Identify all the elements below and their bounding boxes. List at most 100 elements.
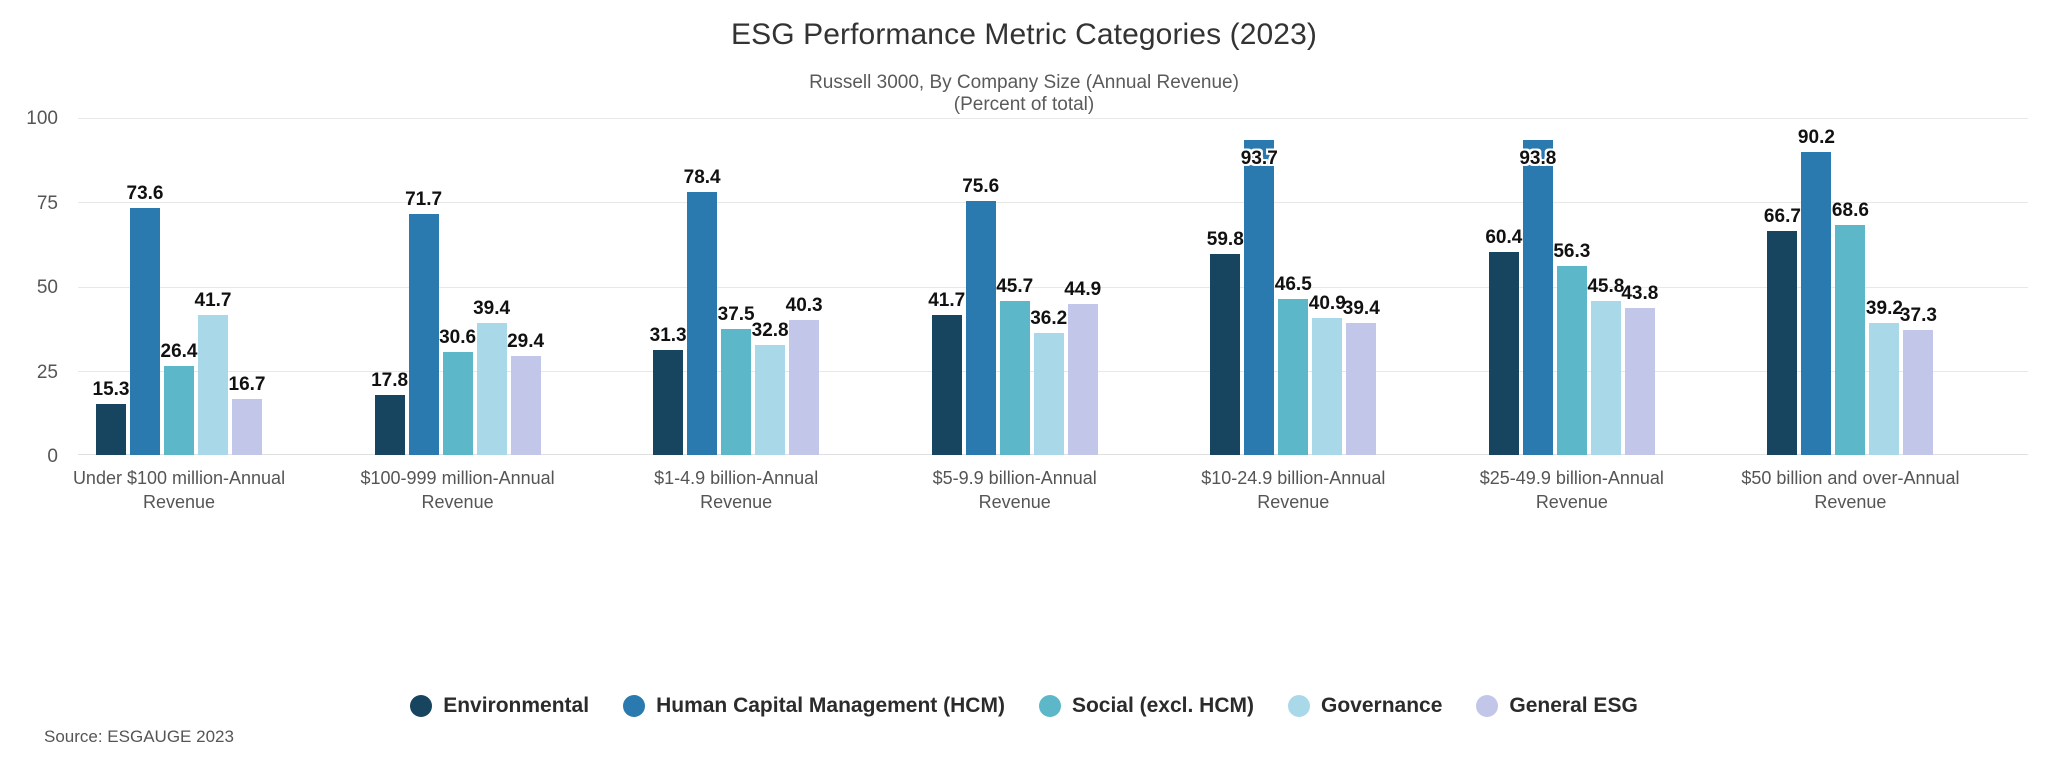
bar-governance[interactable]: 40.9 [1309, 118, 1346, 455]
bar-rect[interactable] [1556, 265, 1587, 455]
bar-value-label: 29.4 [507, 331, 545, 353]
chart-legend: Environmental Human Capital Management (H… [0, 694, 2048, 718]
bar-value-label: 90.2 [1797, 126, 1835, 148]
legend-item-human-capital-management-hcm[interactable]: Human Capital Management (HCM) [623, 694, 1005, 718]
bar-rect[interactable] [510, 356, 541, 455]
bar-rect[interactable] [1033, 333, 1064, 455]
bar-rect[interactable] [999, 301, 1030, 455]
bar-rect[interactable] [1244, 140, 1275, 455]
bar-rect[interactable] [687, 191, 718, 455]
bar-value-label: 78.4 [683, 166, 721, 188]
bar-general-esg[interactable]: 43.8 [1621, 118, 1658, 455]
bar-general-esg[interactable]: 16.7 [229, 118, 265, 455]
legend-item-general-esg[interactable]: General ESG [1476, 694, 1638, 718]
bar-social-excl-hcm[interactable]: 30.6 [439, 118, 476, 455]
bar-environmental[interactable]: 60.4 [1485, 118, 1522, 455]
bar-rect[interactable] [164, 366, 194, 455]
chart-title: ESG Performance Metric Categories (2023) [731, 18, 1317, 51]
bar-governance[interactable]: 39.2 [1866, 118, 1903, 455]
bar-value-label: 46.5 [1274, 273, 1312, 295]
bar-rect[interactable] [1903, 329, 1934, 455]
bar-rect[interactable] [1346, 322, 1377, 455]
bar-environmental[interactable]: 15.3 [93, 118, 129, 455]
legend-swatch-icon [1288, 695, 1310, 717]
bar-rect[interactable] [1767, 230, 1798, 455]
bar-rect[interactable] [1067, 304, 1098, 455]
legend-item-governance[interactable]: Governance [1288, 694, 1442, 718]
bar-general-esg[interactable]: 39.4 [1343, 118, 1380, 455]
bar-value-label: 31.3 [649, 324, 687, 346]
bar-environmental[interactable]: 17.8 [371, 118, 408, 455]
bar-value-label: 39.4 [1342, 297, 1380, 319]
bar-social-excl-hcm[interactable]: 68.6 [1832, 118, 1869, 455]
bar-social-excl-hcm[interactable]: 26.4 [161, 118, 197, 455]
bar-environmental[interactable]: 31.3 [650, 118, 687, 455]
bar-human-capital-management-hcm[interactable]: 93.8 [1519, 118, 1556, 455]
bar-rect[interactable] [931, 314, 962, 455]
bar-rect[interactable] [374, 395, 405, 455]
bar-rect[interactable] [721, 329, 752, 455]
bar-rect[interactable] [653, 349, 684, 455]
bar-value-label: 36.2 [1030, 308, 1068, 330]
bar-human-capital-management-hcm[interactable]: 93.7 [1241, 118, 1278, 455]
bar-value-label: 45.8 [1587, 276, 1625, 298]
bar-rect[interactable] [476, 322, 507, 455]
bar-rect[interactable] [1312, 317, 1343, 455]
bar-group-bars: 41.7 75.6 45.7 36.2 44.9 [928, 118, 1101, 455]
bar-rect[interactable] [1278, 298, 1309, 455]
bar-rect[interactable] [1488, 252, 1519, 455]
bar-rect[interactable] [789, 319, 820, 455]
bar-value-label: 60.4 [1485, 227, 1523, 249]
legend-swatch-icon [1476, 695, 1499, 717]
bar-human-capital-management-hcm[interactable]: 75.6 [962, 118, 999, 455]
bar-value-label: 59.8 [1206, 229, 1244, 251]
bar-rect[interactable] [1801, 151, 1832, 455]
bar-rect[interactable] [232, 398, 262, 455]
bar-rect[interactable] [130, 207, 160, 455]
bar-rect[interactable] [1210, 254, 1241, 455]
bar-governance[interactable]: 45.8 [1587, 118, 1624, 455]
bar-rect[interactable] [96, 403, 126, 455]
bar-value-label: 30.6 [439, 327, 477, 349]
bar-rect[interactable] [1869, 323, 1900, 455]
bar-human-capital-management-hcm[interactable]: 78.4 [684, 118, 721, 455]
plot-area: 15.3 73.6 26.4 41.7 16.7 17.8 71.7 30.6 39.4 29.4… [78, 118, 2028, 455]
bar-social-excl-hcm[interactable]: 46.5 [1275, 118, 1312, 455]
x-axis-label-line2: Revenue [1535, 492, 1608, 512]
bar-general-esg[interactable]: 44.9 [1064, 118, 1101, 455]
bar-social-excl-hcm[interactable]: 56.3 [1553, 118, 1590, 455]
bar-rect[interactable] [965, 200, 996, 455]
x-axis-category-label: Under $100 million-Annual Revenue [29, 466, 329, 514]
bar-environmental[interactable]: 41.7 [928, 118, 965, 455]
bar-governance[interactable]: 41.7 [195, 118, 231, 455]
bar-rect[interactable] [408, 214, 439, 455]
bar-group: 59.8 93.7 46.5 40.9 39.4 [1207, 118, 1380, 455]
bar-rect[interactable] [198, 314, 228, 455]
bar-general-esg[interactable]: 40.3 [786, 118, 823, 455]
legend-label: Human Capital Management (HCM) [656, 694, 1005, 717]
bar-governance[interactable]: 36.2 [1030, 118, 1067, 455]
bar-rect[interactable] [755, 344, 786, 455]
bar-value-label: 41.7 [194, 289, 232, 311]
bar-rect[interactable] [442, 352, 473, 455]
bar-environmental[interactable]: 59.8 [1207, 118, 1244, 455]
bar-general-esg[interactable]: 29.4 [507, 118, 544, 455]
bar-governance[interactable]: 39.4 [473, 118, 510, 455]
legend-swatch-icon [1038, 695, 1061, 717]
bar-human-capital-management-hcm[interactable]: 90.2 [1798, 118, 1835, 455]
bar-value-label: 73.6 [126, 182, 164, 204]
x-axis-category-label: $50 billion and over-Annual Revenue [1700, 466, 2000, 514]
legend-item-social-excl-hcm[interactable]: Social (excl. HCM) [1038, 694, 1254, 718]
bar-human-capital-management-hcm[interactable]: 73.6 [127, 118, 163, 455]
bar-general-esg[interactable]: 37.3 [1900, 118, 1937, 455]
bar-rect[interactable] [1835, 224, 1866, 455]
bar-governance[interactable]: 32.8 [752, 118, 789, 455]
bar-human-capital-management-hcm[interactable]: 71.7 [405, 118, 442, 455]
bar-environmental[interactable]: 66.7 [1764, 118, 1801, 455]
bar-social-excl-hcm[interactable]: 45.7 [996, 118, 1033, 455]
bar-social-excl-hcm[interactable]: 37.5 [718, 118, 755, 455]
bar-rect[interactable] [1522, 139, 1553, 455]
bar-rect[interactable] [1624, 307, 1655, 455]
legend-item-environmental[interactable]: Environmental [410, 694, 589, 718]
bar-rect[interactable] [1590, 301, 1621, 455]
